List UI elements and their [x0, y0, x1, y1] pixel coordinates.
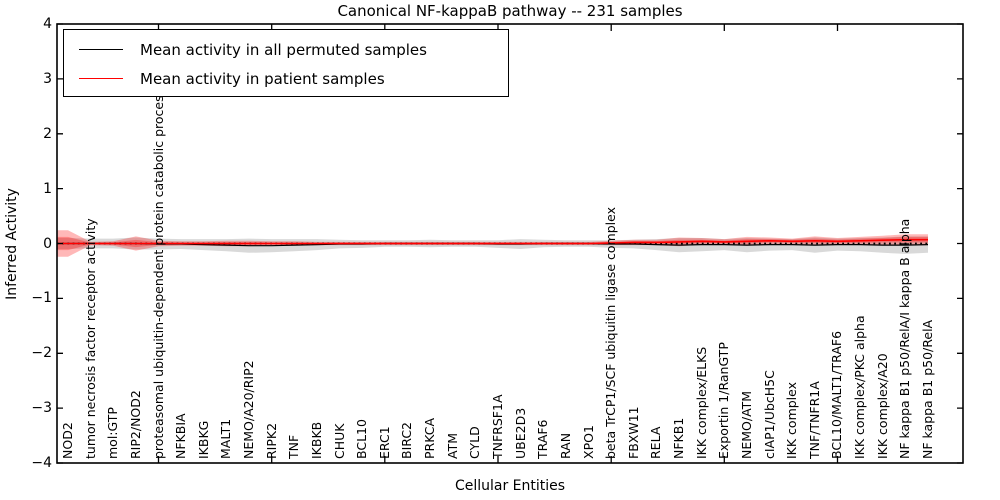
y-tick-label: −4 [31, 455, 52, 471]
legend-item-permuted: Mean activity in all permuted samples [64, 35, 508, 64]
x-axis-title: Cellular Entities [454, 478, 566, 494]
y-tick-label: 3 [43, 70, 52, 87]
chart-title: Canonical NF-kappaB pathway -- 231 sampl… [337, 2, 683, 20]
axis-ticks [57, 23, 963, 464]
y-tick-label: 0 [43, 235, 52, 252]
y-tick-label: 1 [43, 180, 52, 197]
y-tick-label: −1 [31, 290, 52, 307]
y-tick-label: 2 [43, 125, 52, 142]
legend-label-permuted: Mean activity in all permuted samples [140, 40, 427, 59]
y-tick-label: 4 [43, 16, 52, 32]
y-axis-title: Inferred Activity [4, 187, 20, 300]
legend: Mean activity in all permuted samples Me… [63, 29, 509, 97]
patient-line-swatch [79, 78, 123, 79]
y-axis-title-wrap: Inferred Activity [0, 24, 24, 463]
y-tick-label: −3 [31, 400, 52, 417]
legend-item-patient: Mean activity in patient samples [64, 64, 508, 93]
patient-mean-line [57, 238, 928, 245]
legend-label-patient: Mean activity in patient samples [140, 69, 385, 88]
y-tick-label: −2 [31, 345, 52, 362]
permuted-line-swatch [79, 49, 123, 50]
